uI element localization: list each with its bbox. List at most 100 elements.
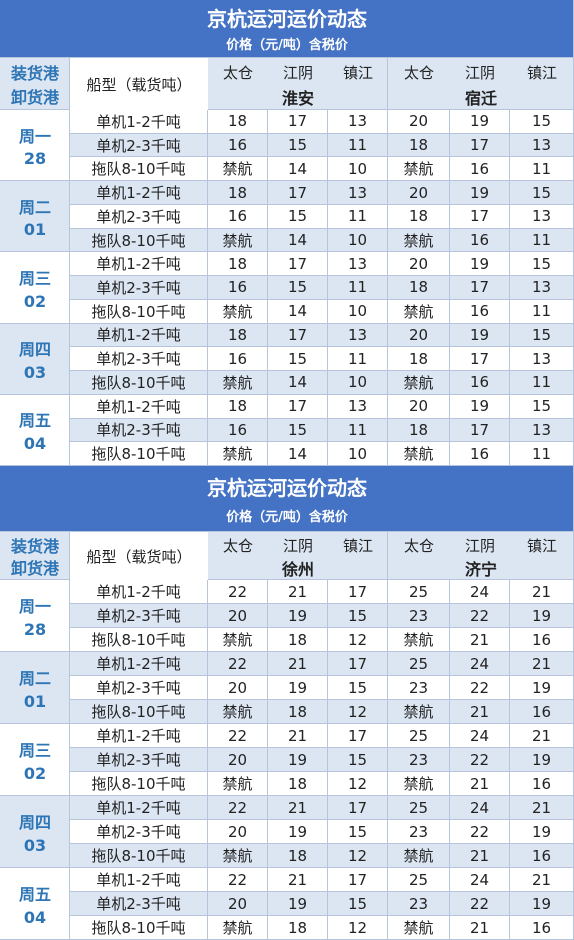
- price: 17: [328, 580, 388, 604]
- price: 14: [268, 228, 328, 253]
- price: 18: [268, 916, 328, 940]
- day-date: 03: [23, 835, 47, 855]
- ship-type: 单机1-2千吨: [70, 394, 208, 419]
- price: 23: [388, 676, 450, 700]
- day-cell: [0, 652, 70, 724]
- price: 21: [268, 580, 328, 604]
- price: 14: [268, 442, 328, 466]
- price: 17: [450, 204, 510, 229]
- price: 13: [510, 418, 574, 443]
- price: 19: [450, 323, 510, 348]
- price: 21: [268, 652, 328, 676]
- price: 17: [268, 394, 328, 419]
- price: 禁航: [388, 844, 450, 868]
- port-name: 镇江: [526, 536, 557, 555]
- price: 禁航: [388, 772, 450, 796]
- price: 19: [510, 676, 574, 700]
- day-name: 周三: [18, 741, 51, 760]
- ship-type: 单机2-3千吨: [70, 820, 208, 844]
- price: 禁航: [208, 371, 268, 395]
- ship-type: 单机1-2千吨: [70, 323, 208, 348]
- ship-type: 拖队8-10千吨: [70, 228, 208, 253]
- ship-type: 拖队8-10千吨: [70, 700, 208, 724]
- price: 17: [328, 652, 388, 676]
- day-name: 周二: [18, 197, 51, 217]
- price: 22: [208, 580, 268, 604]
- price: 12: [328, 916, 388, 940]
- price: 13: [510, 133, 574, 158]
- ship-type: 单机2-3千吨: [70, 748, 208, 772]
- day-cell: [0, 110, 70, 182]
- price: 20: [388, 181, 450, 205]
- price: 19: [450, 394, 510, 419]
- price: 10: [328, 299, 388, 324]
- price: 禁航: [208, 844, 268, 868]
- port-name: 江阴: [282, 63, 313, 82]
- price: 18: [268, 772, 328, 796]
- day-date: 04: [23, 433, 47, 453]
- price: 12: [328, 628, 388, 652]
- day-name: 周五: [18, 885, 51, 904]
- price: 15: [268, 418, 328, 443]
- subtitle: 价格（元/吨）含税价: [226, 37, 348, 53]
- port-name: 镇江: [526, 63, 557, 82]
- ship-type: 拖队8-10千吨: [70, 916, 208, 940]
- price: 11: [510, 299, 574, 324]
- title: 京杭运河运价动态: [207, 7, 367, 32]
- price: 22: [450, 676, 510, 700]
- price: 22: [450, 748, 510, 772]
- price: 22: [208, 868, 268, 892]
- price: 禁航: [388, 228, 450, 253]
- price: 16: [510, 916, 574, 940]
- day-cell: [0, 724, 70, 796]
- price: 16: [510, 628, 574, 652]
- price: 14: [268, 371, 328, 395]
- price: 19: [268, 748, 328, 772]
- price: 禁航: [208, 299, 268, 324]
- price: 19: [450, 252, 510, 277]
- price: 18: [388, 133, 450, 158]
- price: 16: [510, 772, 574, 796]
- price: 20: [208, 604, 268, 628]
- price: 24: [450, 724, 510, 748]
- price: 15: [328, 892, 388, 916]
- day-cell: [0, 868, 70, 940]
- price: 18: [208, 110, 268, 134]
- price: 15: [268, 133, 328, 158]
- port-name: 镇江: [342, 63, 373, 82]
- price: 17: [268, 181, 328, 205]
- price: 25: [388, 868, 450, 892]
- price: 20: [208, 748, 268, 772]
- price: 21: [268, 724, 328, 748]
- day-date: 03: [23, 362, 47, 382]
- title-bar: [0, 466, 574, 532]
- price: 16: [450, 299, 510, 324]
- ship-type: 单机2-3千吨: [70, 676, 208, 700]
- day-name: 周三: [18, 269, 51, 288]
- price: 15: [328, 676, 388, 700]
- price: 16: [450, 442, 510, 466]
- ship-type: 单机1-2千吨: [70, 724, 208, 748]
- price: 14: [268, 299, 328, 324]
- price: 11: [510, 442, 574, 466]
- ship-type: 拖队8-10千吨: [70, 772, 208, 796]
- price: 17: [328, 868, 388, 892]
- price: 15: [268, 276, 328, 300]
- price: 18: [268, 628, 328, 652]
- destination-label: 卸货港: [10, 559, 59, 578]
- price: 23: [388, 892, 450, 916]
- destination-header-cell: [388, 532, 574, 580]
- price: 禁航: [208, 442, 268, 466]
- price: 24: [450, 796, 510, 820]
- price: 21: [450, 772, 510, 796]
- price: 禁航: [208, 228, 268, 253]
- day-cell: [0, 181, 70, 253]
- price: 13: [328, 323, 388, 348]
- port-name: 太仓: [403, 536, 434, 555]
- price: 15: [268, 347, 328, 372]
- price: 11: [328, 418, 388, 443]
- day-date: 01: [23, 220, 47, 240]
- price: 14: [268, 157, 328, 182]
- price: 禁航: [388, 628, 450, 652]
- ship-type: 拖队8-10千吨: [70, 442, 208, 466]
